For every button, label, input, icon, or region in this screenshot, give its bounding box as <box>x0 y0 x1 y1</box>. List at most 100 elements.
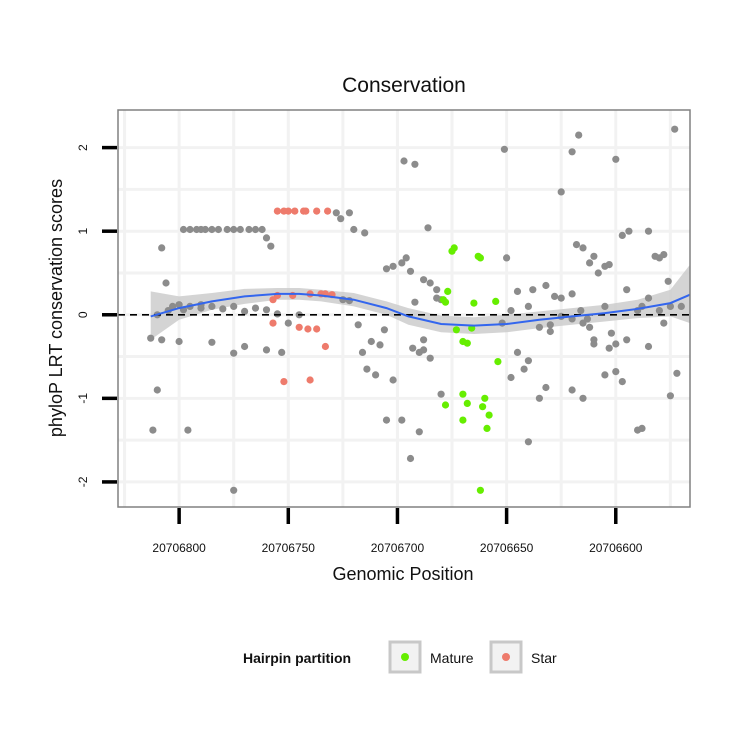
data-point-mature <box>483 424 491 432</box>
x-axis-title: Genomic Position <box>332 564 473 584</box>
y-tick-label: -2 <box>76 476 90 487</box>
data-point-other <box>655 307 664 315</box>
x-tick-label: 20706750 <box>262 541 316 555</box>
data-point-mature <box>452 326 460 334</box>
data-point-other <box>402 254 410 262</box>
data-point-star <box>291 207 299 215</box>
data-point-other <box>612 155 620 163</box>
data-point-other <box>186 225 194 234</box>
data-point-other <box>230 302 238 310</box>
data-point-other <box>557 294 565 302</box>
data-point-other <box>278 348 286 356</box>
data-point-other <box>149 426 157 434</box>
data-point-other <box>284 319 292 327</box>
data-point-star <box>324 207 332 215</box>
data-point-other <box>175 301 183 309</box>
smooth-band-layer <box>150 264 690 340</box>
legend-swatch-mature <box>401 653 409 661</box>
data-point-star <box>280 378 288 386</box>
data-point-other <box>236 225 244 234</box>
data-point-other <box>546 321 554 329</box>
data-point-mature <box>441 298 450 306</box>
data-point-other <box>579 244 587 252</box>
data-point-other <box>184 426 192 434</box>
data-point-other <box>671 125 679 133</box>
data-point-other <box>363 365 371 373</box>
data-point-other <box>513 348 522 356</box>
data-point-other <box>618 378 626 386</box>
data-point-star <box>302 207 310 215</box>
data-point-mature <box>459 390 467 398</box>
data-point-other <box>162 279 170 287</box>
data-point-other <box>605 344 613 352</box>
data-point-other <box>568 290 576 298</box>
data-point-mature <box>485 411 493 419</box>
data-point-other <box>354 321 362 329</box>
data-point-other <box>638 424 646 432</box>
data-point-other <box>389 262 397 270</box>
data-point-other <box>623 336 631 344</box>
data-point-mature <box>481 394 489 402</box>
y-axis-title: phyloP LRT conservation scores <box>46 179 66 437</box>
legend-swatch-star <box>502 653 510 661</box>
data-point-other <box>542 383 550 392</box>
data-point-other <box>535 323 544 331</box>
data-point-mature <box>459 416 467 424</box>
data-point-other <box>625 227 633 235</box>
x-tick-label: 20706800 <box>152 541 206 555</box>
chart-title: Conservation <box>342 74 466 97</box>
legend-label-star: Star <box>531 650 557 666</box>
data-point-other <box>398 416 406 424</box>
data-point-other <box>524 438 533 446</box>
data-point-other <box>605 261 613 269</box>
data-point-other <box>612 368 620 376</box>
data-point-other <box>262 306 271 314</box>
y-tick-label: 0 <box>76 311 90 318</box>
data-point-other <box>660 251 668 259</box>
data-point-other <box>230 349 238 357</box>
data-point-other <box>500 145 508 153</box>
legend-item-star: Star <box>489 640 557 674</box>
data-point-other <box>376 341 384 349</box>
data-point-other <box>575 131 583 139</box>
data-point-other <box>420 346 428 354</box>
data-point-other <box>201 225 209 234</box>
data-point-other <box>251 225 260 234</box>
data-point-other <box>158 244 166 252</box>
data-point-other <box>415 428 423 436</box>
data-point-other <box>175 337 183 346</box>
data-point-star <box>269 319 277 327</box>
data-point-other <box>546 327 554 336</box>
data-point-other <box>524 302 533 310</box>
data-point-other <box>673 369 681 377</box>
y-tick-label: -1 <box>76 393 90 404</box>
data-point-other <box>644 342 653 351</box>
data-point-other <box>586 323 594 331</box>
axis-layer: 20706800 20706750 20706700 20706650 20706600… <box>76 144 643 555</box>
data-point-star <box>273 207 281 215</box>
data-point-other <box>524 357 533 365</box>
grid-layer <box>118 110 690 507</box>
data-point-star <box>295 323 303 331</box>
data-point-other <box>398 259 406 267</box>
data-point-mature <box>476 254 484 262</box>
data-point-other <box>241 342 249 351</box>
data-point-other <box>579 394 587 402</box>
data-point-other <box>586 259 594 267</box>
data-point-other <box>568 148 576 156</box>
data-point-other <box>262 346 271 354</box>
data-point-other <box>666 302 675 310</box>
data-point-mature <box>494 358 502 366</box>
legend-item-mature: Mature <box>388 640 474 674</box>
data-point-other <box>551 292 559 300</box>
data-point-other <box>400 157 408 165</box>
x-tick-label: 20706700 <box>371 541 425 555</box>
data-point-other <box>230 486 238 494</box>
data-point-other <box>424 224 432 232</box>
data-point-other <box>406 267 415 275</box>
data-point-other <box>179 225 188 234</box>
data-point-other <box>411 160 419 168</box>
data-point-other <box>594 269 602 277</box>
data-point-other <box>612 340 620 348</box>
